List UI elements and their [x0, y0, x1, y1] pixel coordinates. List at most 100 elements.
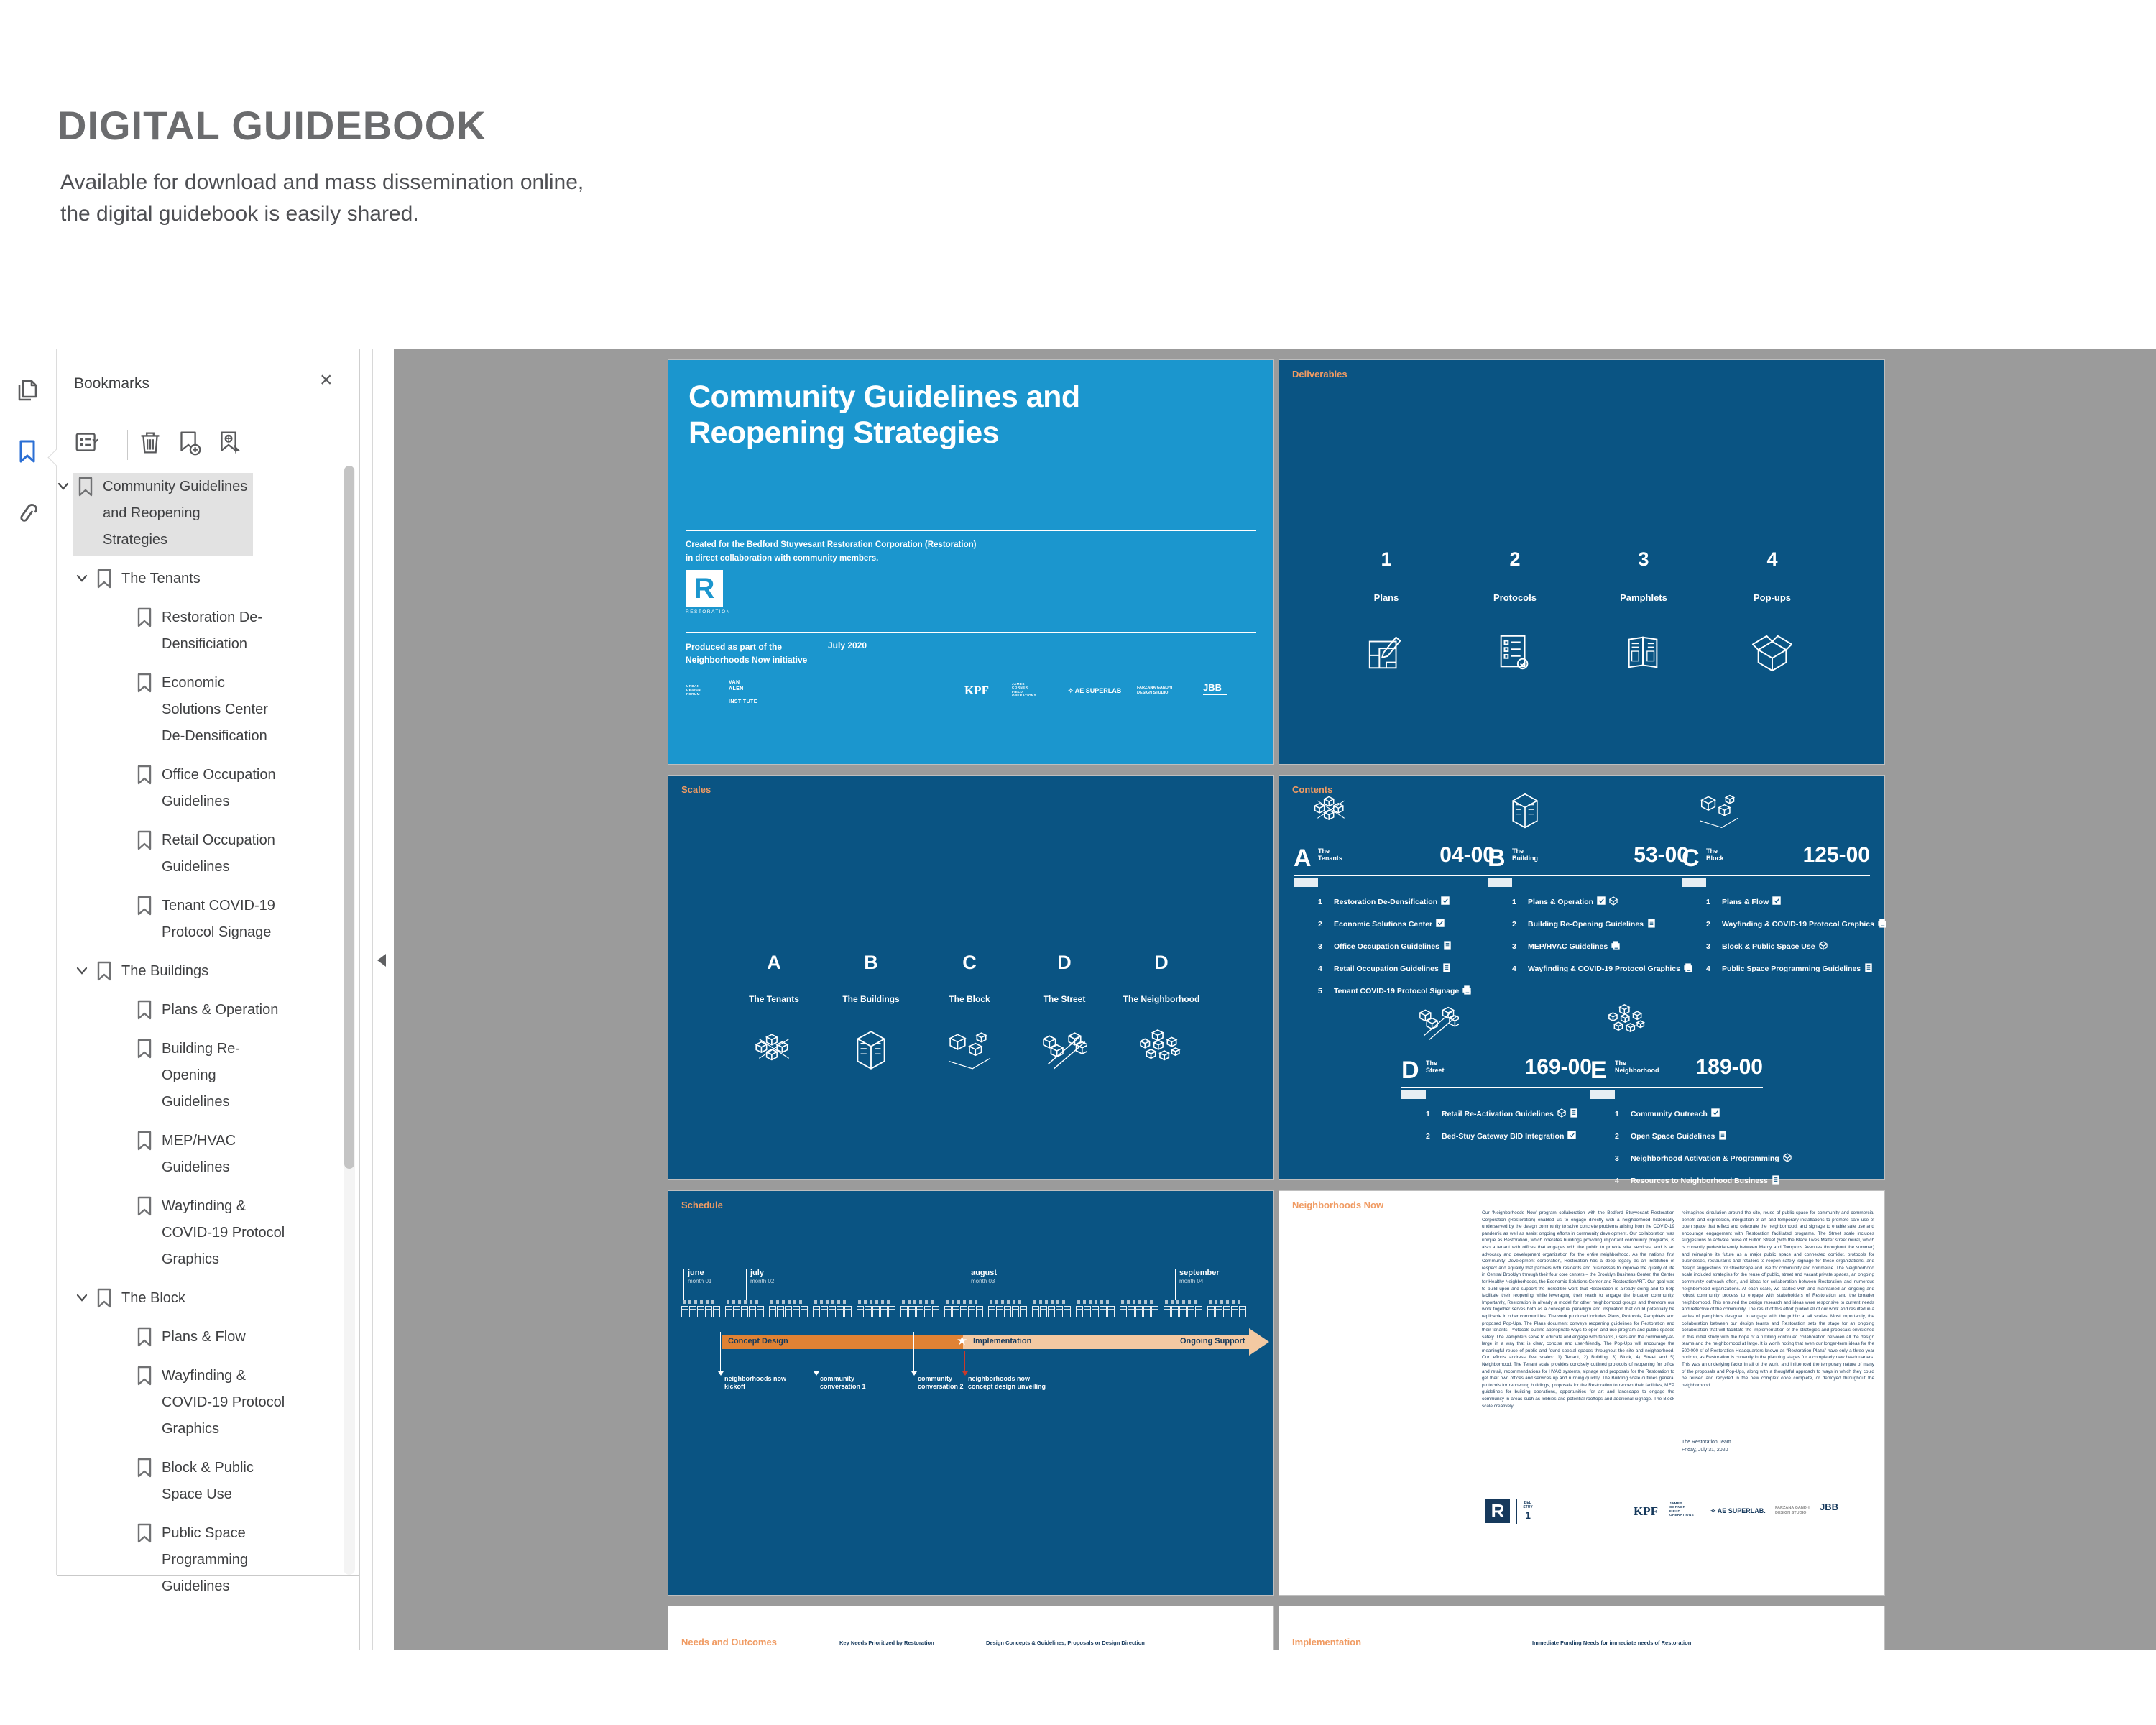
- delete-bookmark-icon[interactable]: [134, 427, 167, 460]
- contents-section-page-number: 125-00: [1802, 843, 1870, 867]
- bookmark-tree-item[interactable]: MEP/HVAC Guidelines: [65, 1127, 344, 1183]
- expand-current-bookmark-icon[interactable]: [213, 427, 247, 460]
- contents-item[interactable]: 4 Public Space Programming Guidelines: [1706, 963, 1873, 975]
- bookmarks-panel-title: Bookmarks: [74, 375, 150, 392]
- chevron-down-icon[interactable]: [74, 570, 90, 586]
- contents-item[interactable]: 3 Block & Public Space Use: [1706, 941, 1828, 952]
- contents-section-scale: The Neighborhood: [1615, 1059, 1659, 1074]
- doc-icon: [1570, 1108, 1578, 1120]
- schedule-annotation: community conversation 1: [820, 1375, 866, 1390]
- pdf-page-contents[interactable]: Contents A The Tenants 04-00 1 Restoration De…: [1279, 776, 1886, 1185]
- contents-item[interactable]: 4 Wayfinding & COVID-19 Protocol Graphics: [1512, 963, 1692, 975]
- bookmark-tree-item[interactable]: Tenant COVID-19 Protocol Signage: [65, 892, 344, 948]
- section-label: Needs and Outcomes: [681, 1637, 777, 1647]
- page-thumbnails-icon[interactable]: [13, 377, 45, 408]
- bookmark-tree-item[interactable]: Plans & Operation: [65, 996, 344, 1026]
- panel-scrollbar[interactable]: [344, 466, 355, 1575]
- bookmark-tree-item[interactable]: Retail Occupation Guidelines: [65, 827, 344, 883]
- bookmark-tree-item[interactable]: The Block: [65, 1284, 344, 1314]
- bookmarks-icon[interactable]: [13, 437, 45, 469]
- contents-item[interactable]: 1 Plans & Operation: [1512, 896, 1618, 908]
- navigation-rail: [0, 349, 65, 1575]
- bookmark-tree-item[interactable]: Plans & Flow: [65, 1323, 344, 1353]
- bookmark-tree-item[interactable]: The Tenants: [65, 565, 344, 594]
- bookmark-tree-item[interactable]: Public Space Programming Guidelines: [65, 1519, 344, 1602]
- bookmark-tree-item[interactable]: Wayfinding & COVID-19 Protocol Graphics: [65, 1362, 344, 1445]
- contents-item[interactable]: 2 Open Space Guidelines: [1615, 1131, 1727, 1142]
- contents-item[interactable]: 4 Retail Occupation Guidelines: [1318, 963, 1451, 975]
- bookmark-tree-item[interactable]: Building Re- Opening Guidelines: [65, 1035, 344, 1118]
- bookmark-options-icon[interactable]: [73, 427, 106, 460]
- bookmark-tree-item[interactable]: Community Guidelines and Reopening Strateg…: [57, 473, 344, 556]
- contents-item[interactable]: 1 Community Outreach: [1615, 1108, 1720, 1120]
- new-bookmark-icon[interactable]: [173, 427, 206, 460]
- contents-item[interactable]: 2 Building Re-Opening Guidelines: [1512, 919, 1656, 930]
- bookmark-label: Building Re- Opening Guidelines: [162, 1041, 240, 1110]
- contents-section-letter: C: [1682, 845, 1700, 872]
- scale-letter: D: [1057, 952, 1072, 973]
- document-canvas[interactable]: Community Guidelines and Reopening Strate…: [394, 349, 2156, 1650]
- pdf-page-deliverables[interactable]: Deliverables 1 Plans 2 Protocols 3 Pamphlets 4…: [1279, 360, 1884, 764]
- bookmark-tree-item[interactable]: Restoration De- Densificiation: [65, 604, 344, 660]
- james-corner-field-operations-logo: JAMES CORNER FIELD OPERATIONS: [1669, 1501, 1695, 1517]
- contents-section-tab: [1401, 1090, 1426, 1099]
- bookmark-label: Retail Occupation Guidelines: [162, 832, 275, 875]
- pdf-page-neighborhoods-now[interactable]: Neighborhoods Now Our ‘Neighborhoods Now…: [1279, 1191, 1884, 1595]
- panel-scrollbar-thumb[interactable]: [344, 466, 354, 1169]
- scale-caption: The Tenants: [749, 994, 799, 1004]
- contents-section-tab: [1682, 878, 1706, 887]
- contents-item[interactable]: 3 Office Occupation Guidelines: [1318, 941, 1452, 952]
- bookmark-label: Economic Solutions Center De-Densification: [162, 675, 268, 744]
- chevron-down-icon[interactable]: [55, 478, 71, 494]
- contents-item[interactable]: 1 Restoration De-Densification: [1318, 896, 1450, 908]
- buildings-iso-icon: [1505, 791, 1545, 835]
- pdf-page-scales[interactable]: Scales A The Tenants B The Buildings C The Bl…: [668, 776, 1273, 1179]
- schedule-month-line: [746, 1269, 747, 1300]
- contents-item[interactable]: 5 Tenant COVID-19 Protocol Signage: [1318, 985, 1471, 997]
- contents-item[interactable]: 1 Plans & Flow: [1706, 896, 1782, 908]
- subtitle-line-1: Available for download and mass dissemin…: [60, 170, 584, 194]
- contents-section-letter: A: [1294, 845, 1312, 872]
- contents-section-scale: The Tenants: [1318, 847, 1342, 862]
- contents-item[interactable]: 1 Retail Re-Activation Guidelines: [1426, 1108, 1578, 1120]
- bookmark-tree-item[interactable]: Wayfinding & COVID-19 Protocol Graphics: [65, 1192, 344, 1275]
- contents-item[interactable]: 2 Economic Solutions Center: [1318, 919, 1445, 930]
- chevron-down-icon[interactable]: [74, 962, 90, 978]
- pdf-page-needs-outcomes[interactable]: Needs and Outcomes Key Needs Prioritized…: [668, 1606, 1273, 1650]
- attachments-icon[interactable]: [13, 500, 45, 532]
- bookmark-label: Plans & Flow: [162, 1329, 246, 1345]
- cover-rule-2: [686, 632, 1256, 633]
- section-label: Schedule: [681, 1200, 723, 1210]
- contents-item[interactable]: 2 Wayfinding & COVID-19 Protocol Graphics: [1706, 919, 1886, 930]
- cover-title: Community Guidelines and Reopening Strate…: [688, 380, 1080, 450]
- close-icon[interactable]: ×: [320, 368, 333, 392]
- scale-caption: The Street: [1043, 994, 1086, 1004]
- narrative-footer: The Restoration Team Friday, July 31, 202…: [1682, 1440, 1731, 1453]
- bookmark-tree-item[interactable]: The Buildings: [65, 957, 344, 987]
- check-doc-icon: [1772, 896, 1782, 908]
- check-doc-icon: [1441, 896, 1450, 908]
- schedule-arrowhead: [1249, 1328, 1269, 1356]
- check-doc-icon: [1597, 896, 1606, 908]
- contents-item[interactable]: 3 Neighborhood Activation & Programming: [1615, 1153, 1792, 1164]
- calendar-week-group: [1032, 1300, 1071, 1332]
- bookmark-icon: [77, 477, 96, 498]
- cube-icon: [1782, 1153, 1792, 1164]
- contents-item[interactable]: 2 Bed-Stuy Gateway BID Integration: [1426, 1131, 1577, 1142]
- schedule-month-line: [1175, 1269, 1176, 1300]
- cover-created-text: Created for the Bedford Stuyvesant Resto…: [686, 540, 977, 563]
- collapse-panel-icon[interactable]: [377, 954, 386, 967]
- farzana-gandhi-design-studio-logo: FARZANA GANDHI DESIGN STUDIO: [1775, 1506, 1811, 1515]
- contents-item[interactable]: 4 Resources to Neighborhood Business: [1615, 1175, 1780, 1187]
- schedule-annotation-line: [911, 1332, 917, 1376]
- bookmark-tree-item[interactable]: Block & Public Space Use: [65, 1454, 344, 1510]
- bookmark-tree-item[interactable]: Office Occupation Guidelines: [65, 761, 344, 817]
- pdf-page-schedule[interactable]: Schedule june month 01 july month 02 august m…: [668, 1191, 1273, 1595]
- chevron-down-icon[interactable]: [74, 1289, 90, 1305]
- bookmark-tree-item[interactable]: Economic Solutions Center De-Densification: [65, 669, 344, 752]
- pdf-page-cover[interactable]: Community Guidelines and Reopening Strate…: [668, 360, 1273, 764]
- contents-item[interactable]: 3 MEP/HVAC Guidelines: [1512, 941, 1620, 952]
- pdf-page-implementation[interactable]: Implementation Immediate Funding Needs f…: [1279, 1606, 1884, 1650]
- bookmark-label: Block & Public Space Use: [162, 1460, 254, 1502]
- bookmark-icon: [136, 830, 155, 852]
